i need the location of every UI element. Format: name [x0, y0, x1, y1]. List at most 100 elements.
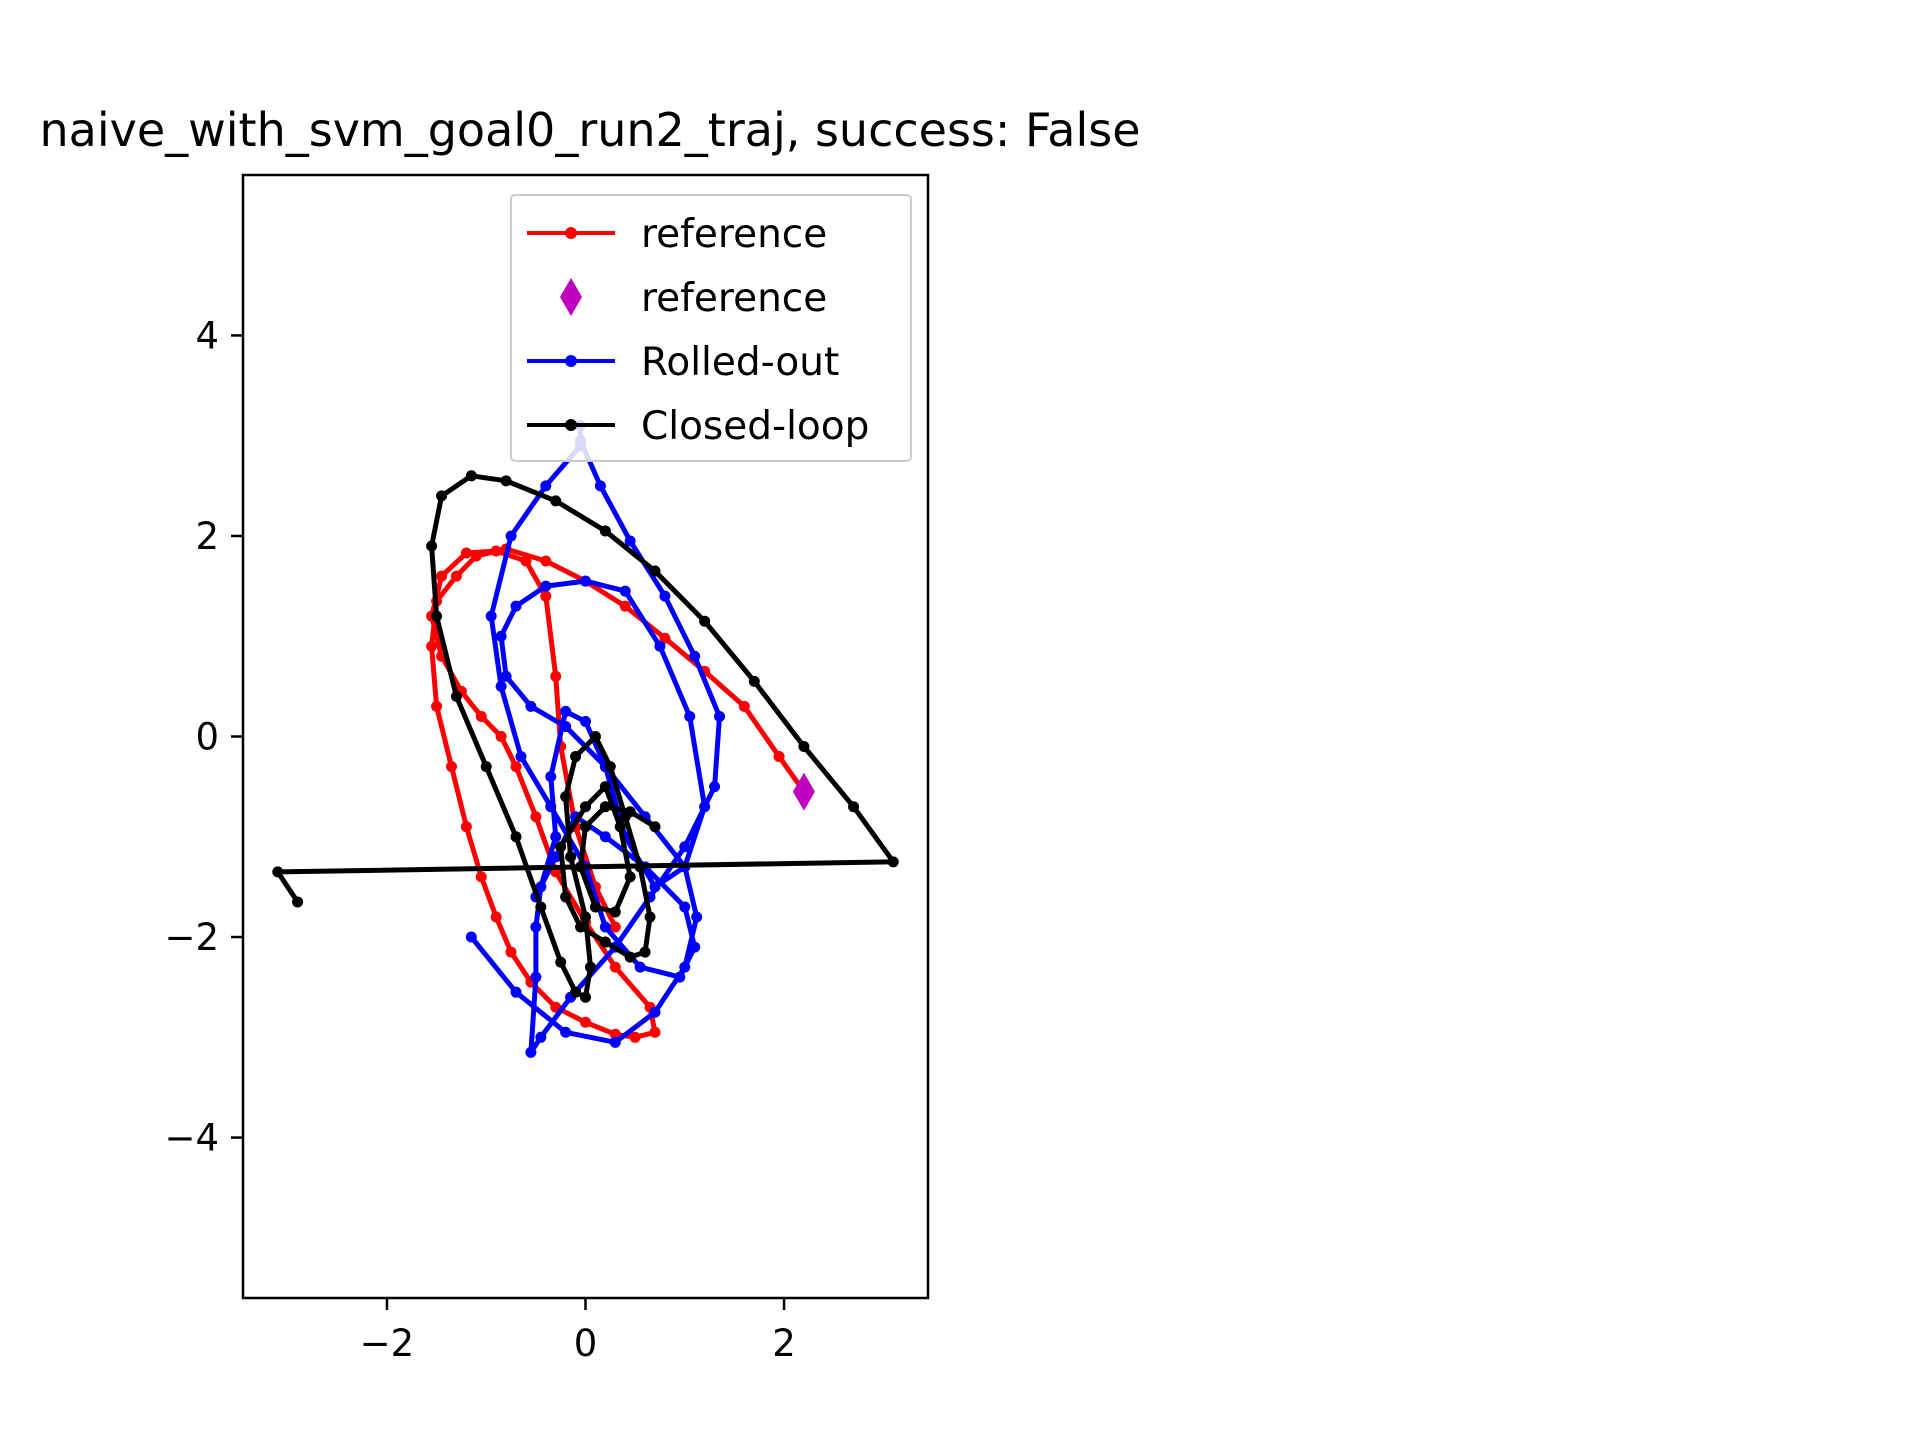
- data-point: [431, 610, 443, 622]
- data-point: [465, 470, 477, 482]
- legend-item: Closed-loop: [527, 404, 869, 449]
- data-point: [560, 1026, 572, 1038]
- data-point: [649, 881, 661, 893]
- data-point: [589, 901, 601, 913]
- data-point: [495, 680, 507, 692]
- data-point: [505, 946, 517, 958]
- data-point: [445, 761, 457, 773]
- data-point: [580, 1016, 591, 1028]
- data-point: [684, 710, 696, 722]
- data-point: [560, 705, 572, 717]
- data-point: [580, 715, 591, 727]
- legend: reference reference Rolled-out Closed-loop: [510, 194, 912, 462]
- data-point: [436, 570, 448, 582]
- data-point: [624, 806, 636, 818]
- data-point: [450, 690, 462, 702]
- data-point: [475, 710, 487, 722]
- data-point: [540, 590, 552, 602]
- data-point: [639, 946, 651, 958]
- data-point: [495, 630, 507, 642]
- data-point: [679, 901, 691, 913]
- data-point: [505, 530, 517, 542]
- y-tick-label: −2: [164, 916, 219, 959]
- data-point: [580, 801, 591, 813]
- data-point: [798, 741, 810, 753]
- data-point: [490, 545, 502, 557]
- data-point: [599, 801, 611, 813]
- data-point: [500, 670, 512, 682]
- legend-marker: [560, 278, 582, 316]
- legend-item: reference: [527, 212, 827, 257]
- data-point: [565, 851, 577, 863]
- data-point: [748, 675, 760, 687]
- data-point: [490, 911, 502, 923]
- y-tick-label: 2: [195, 515, 219, 558]
- data-point: [634, 861, 646, 873]
- data-point: [470, 550, 482, 562]
- legend-box: [510, 194, 912, 462]
- data-point: [272, 866, 284, 878]
- x-axis: −2 0 2: [360, 1298, 796, 1365]
- data-point: [545, 801, 557, 813]
- data-point: [560, 791, 572, 803]
- data-point: [589, 731, 601, 742]
- data-point: [644, 911, 656, 923]
- y-tick-label: −4: [164, 1117, 219, 1160]
- data-point: [570, 986, 582, 998]
- data-point: [535, 901, 547, 913]
- data-point: [580, 575, 591, 587]
- data-point: [540, 555, 552, 567]
- data-point: [495, 731, 507, 742]
- data-point: [599, 525, 611, 537]
- data-point: [540, 580, 552, 592]
- data-point: [689, 941, 701, 953]
- data-point: [555, 841, 567, 853]
- data-point: [609, 1028, 621, 1040]
- data-point: [550, 851, 562, 863]
- data-point: [674, 971, 686, 983]
- data-point: [530, 811, 542, 823]
- data-point: [530, 971, 542, 983]
- legend-label: Closed-loop: [641, 404, 869, 449]
- data-point: [654, 640, 666, 652]
- data-point: [887, 856, 899, 868]
- data-point: [545, 771, 557, 783]
- data-point: [460, 821, 472, 833]
- y-axis: −4 −2 0 2 4: [164, 314, 243, 1160]
- data-point: [450, 570, 462, 582]
- data-point: [530, 921, 542, 933]
- data-point: [619, 585, 631, 597]
- data-point: [575, 921, 587, 933]
- data-point: [659, 632, 671, 644]
- data-point: [649, 565, 661, 577]
- data-point: [525, 700, 537, 712]
- x-tick-label: 2: [772, 1322, 796, 1365]
- data-point: [609, 961, 621, 973]
- data-point: [550, 670, 562, 682]
- data-point: [436, 490, 448, 502]
- x-tick-label: 0: [574, 1322, 598, 1365]
- data-point: [570, 751, 582, 763]
- data-point: [614, 821, 626, 833]
- data-point: [584, 961, 596, 973]
- data-point: [624, 951, 636, 963]
- data-point: [609, 921, 621, 933]
- data-point: [679, 841, 691, 853]
- y-tick-label: 4: [195, 314, 219, 357]
- data-point: [475, 871, 487, 883]
- data-point: [520, 555, 532, 567]
- data-point: [460, 547, 472, 559]
- data-point: [609, 906, 621, 918]
- data-point: [292, 896, 304, 908]
- data-point: [510, 600, 522, 612]
- data-point: [426, 640, 438, 652]
- data-point: [679, 961, 691, 973]
- data-point: [659, 590, 671, 602]
- legend-label: Rolled-out: [641, 340, 839, 385]
- data-point: [510, 831, 522, 843]
- data-point: [535, 881, 547, 893]
- data-point: [634, 961, 646, 973]
- data-point: [580, 991, 591, 1003]
- data-point: [649, 821, 661, 833]
